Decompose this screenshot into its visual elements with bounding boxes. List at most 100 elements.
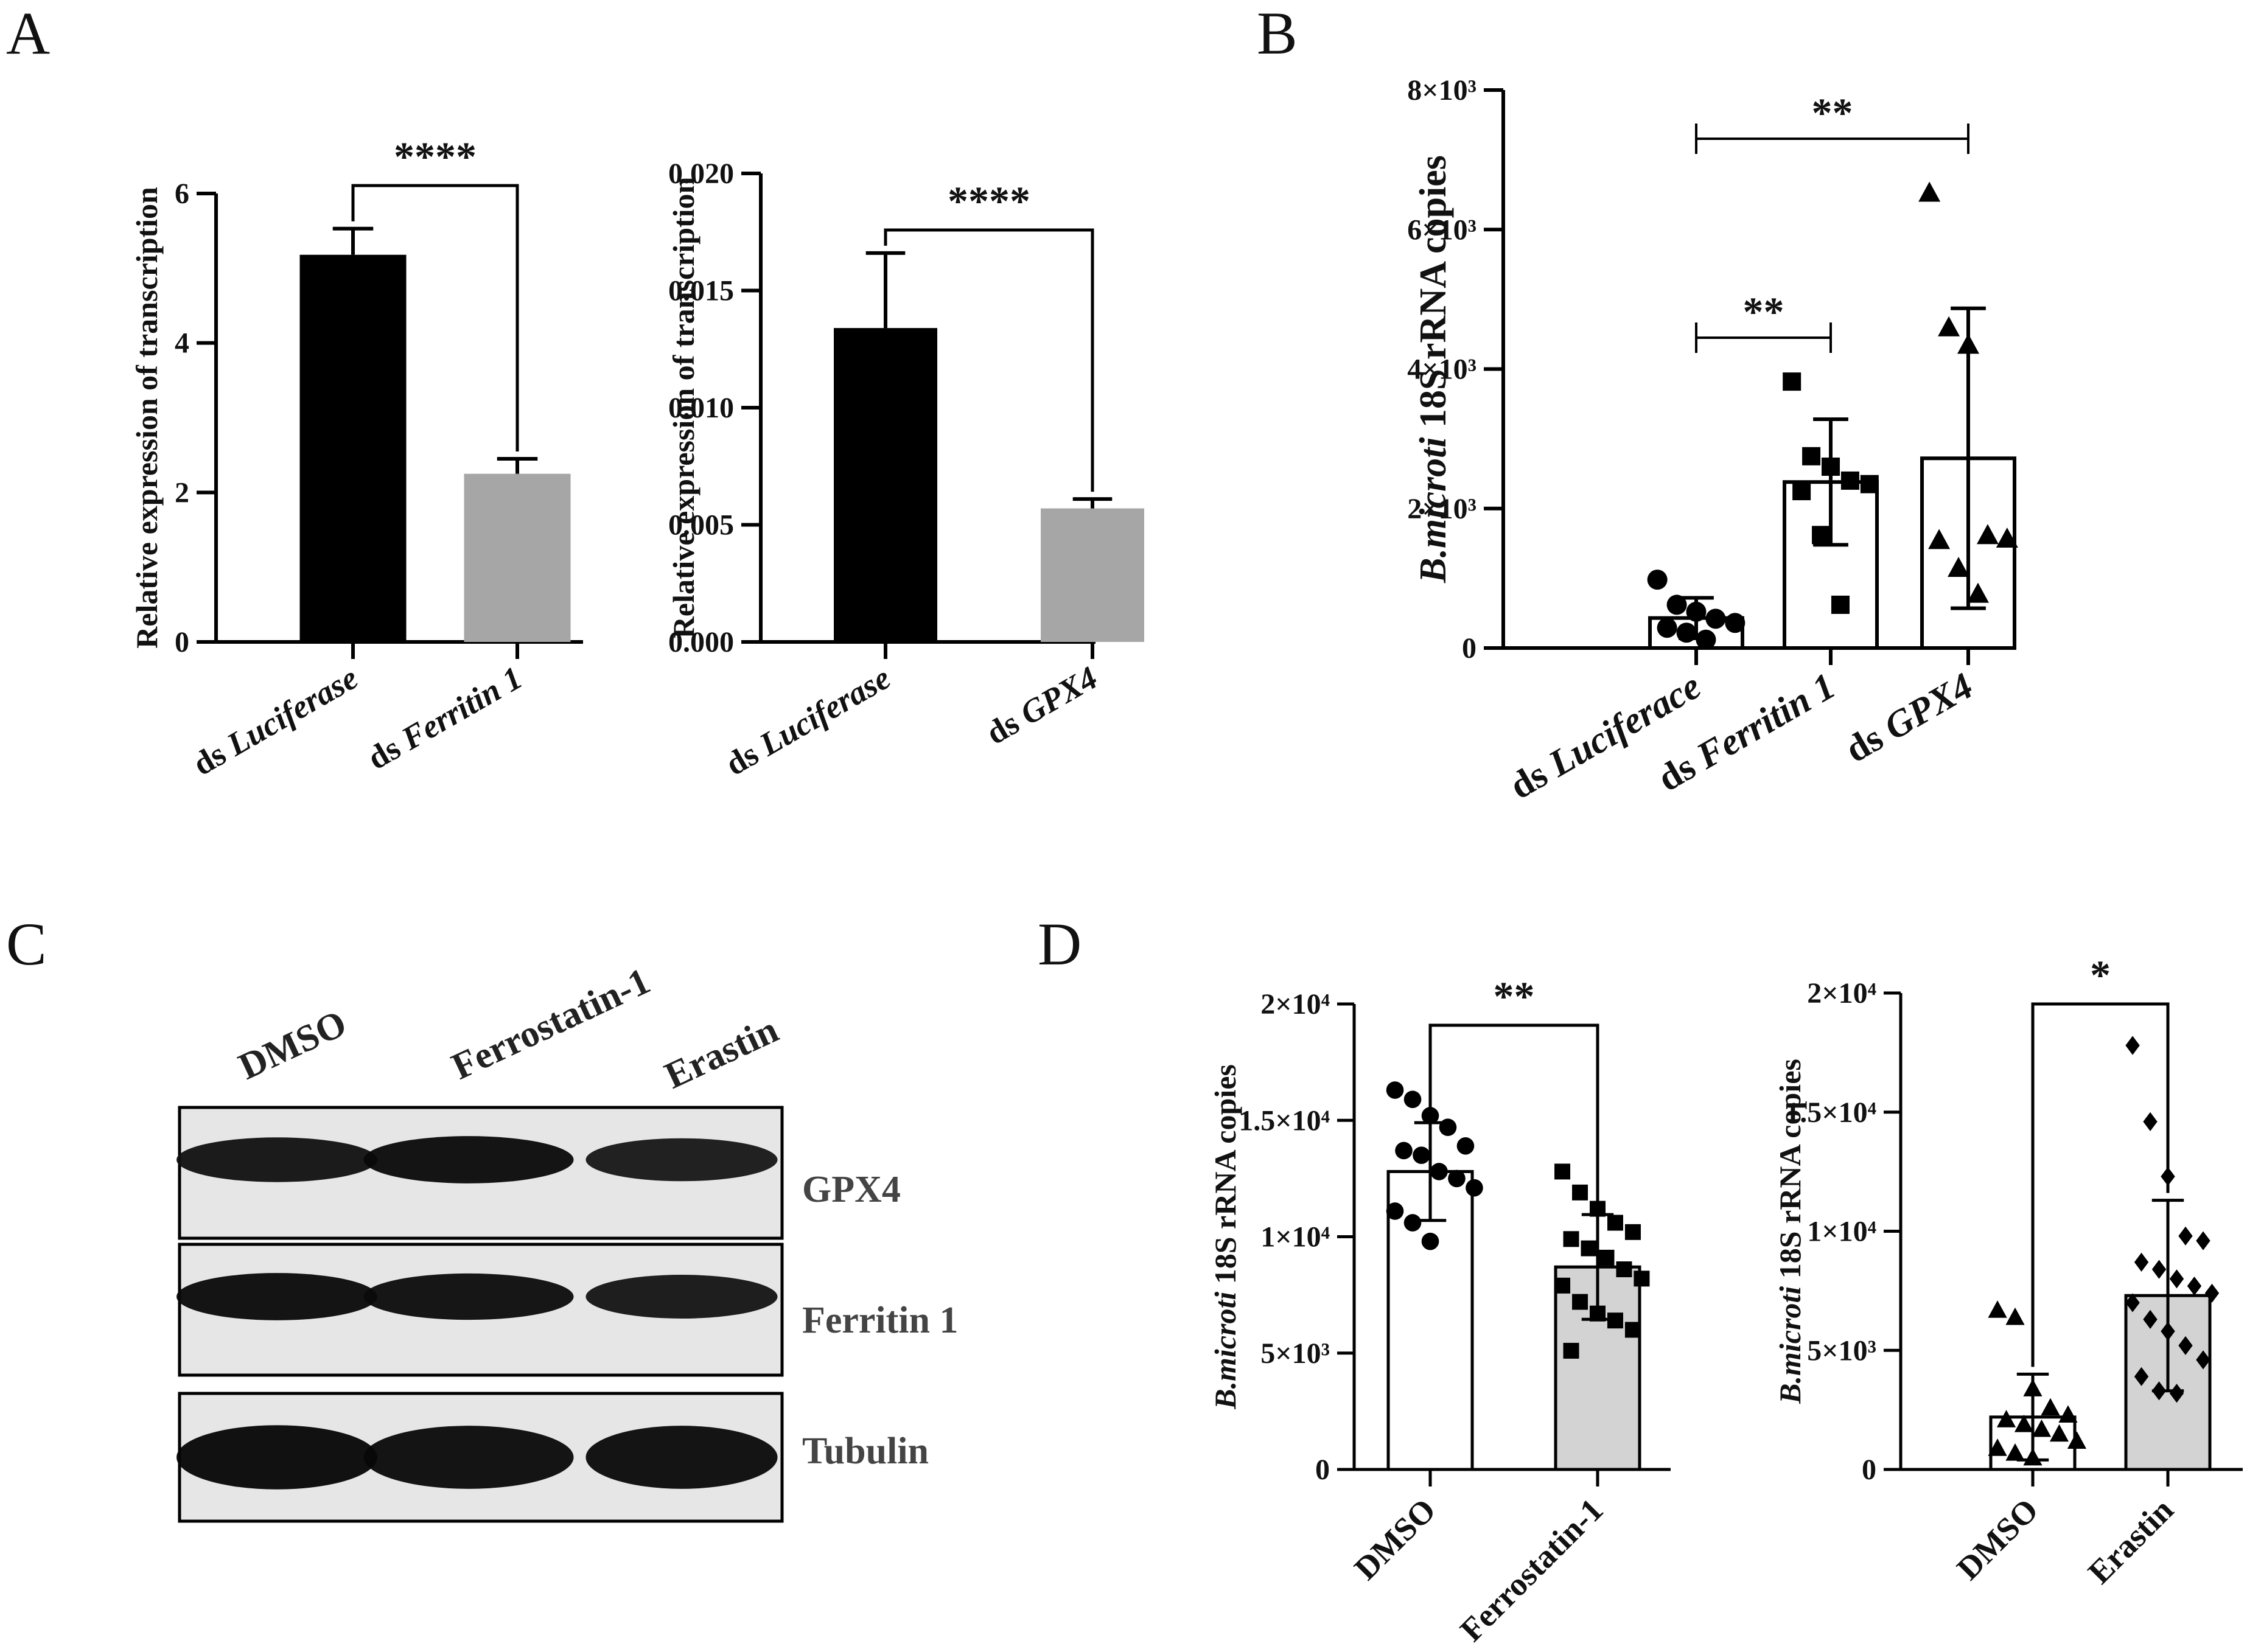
- significance-bracket: [1428, 1023, 1599, 1208]
- data-point: [1783, 372, 1801, 391]
- y-tick-label: 2: [175, 476, 189, 509]
- y-axis-label-italic: B.microti: [1208, 1292, 1242, 1410]
- data-point: [2196, 1350, 2210, 1370]
- blot-band: [363, 1136, 574, 1183]
- data-point: [1563, 1231, 1579, 1247]
- data-point: [1624, 1224, 1641, 1240]
- blot-row-ferritin: Ferritin 1: [802, 1300, 959, 1341]
- data-point: [1966, 582, 1989, 603]
- data-point: [1448, 1169, 1466, 1188]
- data-point: [1705, 608, 1726, 629]
- data-point: [1918, 181, 1941, 202]
- y-tick-label: 1×10⁴: [1807, 1216, 1876, 1248]
- blot-row-tubulin: Tubulin: [802, 1431, 929, 1472]
- data-point: [1802, 447, 1821, 465]
- blot-band: [176, 1425, 377, 1490]
- y-tick-label: 0.010: [668, 392, 734, 424]
- data-point: [1666, 594, 1687, 615]
- y-axis-label-text: 18S rRNA copies: [1208, 1064, 1242, 1292]
- data-point: [1840, 471, 1859, 490]
- data-point: [2204, 1283, 2220, 1303]
- data-point: [1607, 1215, 1623, 1231]
- y-tick-label: 8×10³: [1407, 74, 1476, 106]
- data-point: [2041, 1398, 2060, 1416]
- data-point: [2014, 1415, 2034, 1432]
- data-point: [2023, 1379, 2043, 1396]
- data-point: [1456, 1137, 1475, 1155]
- data-point: [1686, 601, 1707, 622]
- blot-band: [585, 1426, 778, 1489]
- significance-label: ****: [394, 133, 477, 179]
- data-point: [2143, 1309, 2158, 1329]
- data-point: [2151, 1381, 2167, 1401]
- significance-bracket: [884, 228, 1094, 492]
- y-axis-label: Relative expression of transcription: [130, 187, 164, 649]
- data-point: [1554, 1163, 1571, 1180]
- data-point: [2005, 1443, 2025, 1461]
- y-tick-label: 0: [1315, 1454, 1330, 1486]
- significance-bracket: [351, 184, 519, 452]
- data-point: [2134, 1252, 2149, 1272]
- data-point: [2196, 1231, 2210, 1250]
- significance-label: *: [2090, 952, 2111, 998]
- data-point: [2134, 1367, 2149, 1386]
- bar: [834, 328, 937, 642]
- y-axis-label: B.microti 18S rRNA copies: [1413, 155, 1454, 584]
- y-tick-label: 1.5×10⁴: [1785, 1096, 1876, 1129]
- y-tick-label: 4: [175, 327, 189, 360]
- data-point: [2161, 1322, 2175, 1341]
- data-point: [1624, 1322, 1641, 1338]
- data-point: [1996, 1410, 2016, 1427]
- data-point: [1403, 1214, 1422, 1232]
- data-point: [1988, 1438, 2007, 1456]
- y-tick-label: 0.020: [668, 158, 734, 190]
- y-axis-label-text: 18S rRNA copies: [1773, 1059, 1807, 1286]
- data-point: [1563, 1342, 1579, 1359]
- data-point: [1938, 316, 1960, 336]
- y-tick-label: 4×10³: [1407, 354, 1476, 386]
- y-axis-label-text: 18S rRNA copies: [1413, 155, 1454, 437]
- data-point: [2178, 1226, 2193, 1246]
- y-tick-label: 5×10³: [1260, 1337, 1330, 1370]
- y-tick-label: 0: [175, 626, 189, 658]
- data-point: [1466, 1179, 1483, 1197]
- bar: [1041, 508, 1144, 642]
- significance-label: **: [1812, 89, 1853, 136]
- data-point: [2125, 1293, 2140, 1312]
- blot-band: [176, 1273, 377, 1320]
- blot-band: [585, 1138, 778, 1182]
- data-point: [1634, 1270, 1650, 1287]
- data-point: [1657, 618, 1677, 638]
- data-point: [2169, 1384, 2184, 1403]
- data-point: [1647, 570, 1668, 590]
- data-point: [1957, 333, 1979, 354]
- bar: [299, 254, 407, 642]
- significance-bracket: [2031, 1002, 2170, 1367]
- y-tick-label: 0.005: [668, 509, 734, 542]
- data-point: [1831, 595, 1850, 614]
- y-axis-label-italic: B.microti: [1773, 1286, 1807, 1404]
- data-point: [1598, 1249, 1615, 1266]
- data-point: [1572, 1184, 1588, 1201]
- data-point: [2005, 1307, 2025, 1325]
- panel-letter-c: C: [6, 910, 47, 978]
- data-point: [1421, 1107, 1439, 1124]
- y-tick-label: 0: [1862, 1454, 1876, 1486]
- data-point: [1928, 529, 1951, 549]
- data-point: [1812, 526, 1831, 545]
- y-tick-label: 0.000: [668, 626, 734, 658]
- y-tick-label: 2×10⁴: [1260, 988, 1330, 1020]
- data-point: [2178, 1336, 2193, 1356]
- data-point: [1676, 622, 1697, 643]
- data-point: [1607, 1312, 1623, 1329]
- y-axis-label: Relative expression of transcription: [666, 176, 701, 638]
- data-point: [1403, 1090, 1422, 1109]
- data-point: [1386, 1202, 1404, 1220]
- data-point: [1572, 1294, 1588, 1310]
- data-point: [1439, 1118, 1457, 1137]
- y-axis-label: B.microti 18S rRNA copies: [1208, 1064, 1242, 1410]
- significance-label: ****: [948, 178, 1030, 224]
- data-point: [1421, 1232, 1439, 1250]
- data-point: [1581, 1240, 1597, 1256]
